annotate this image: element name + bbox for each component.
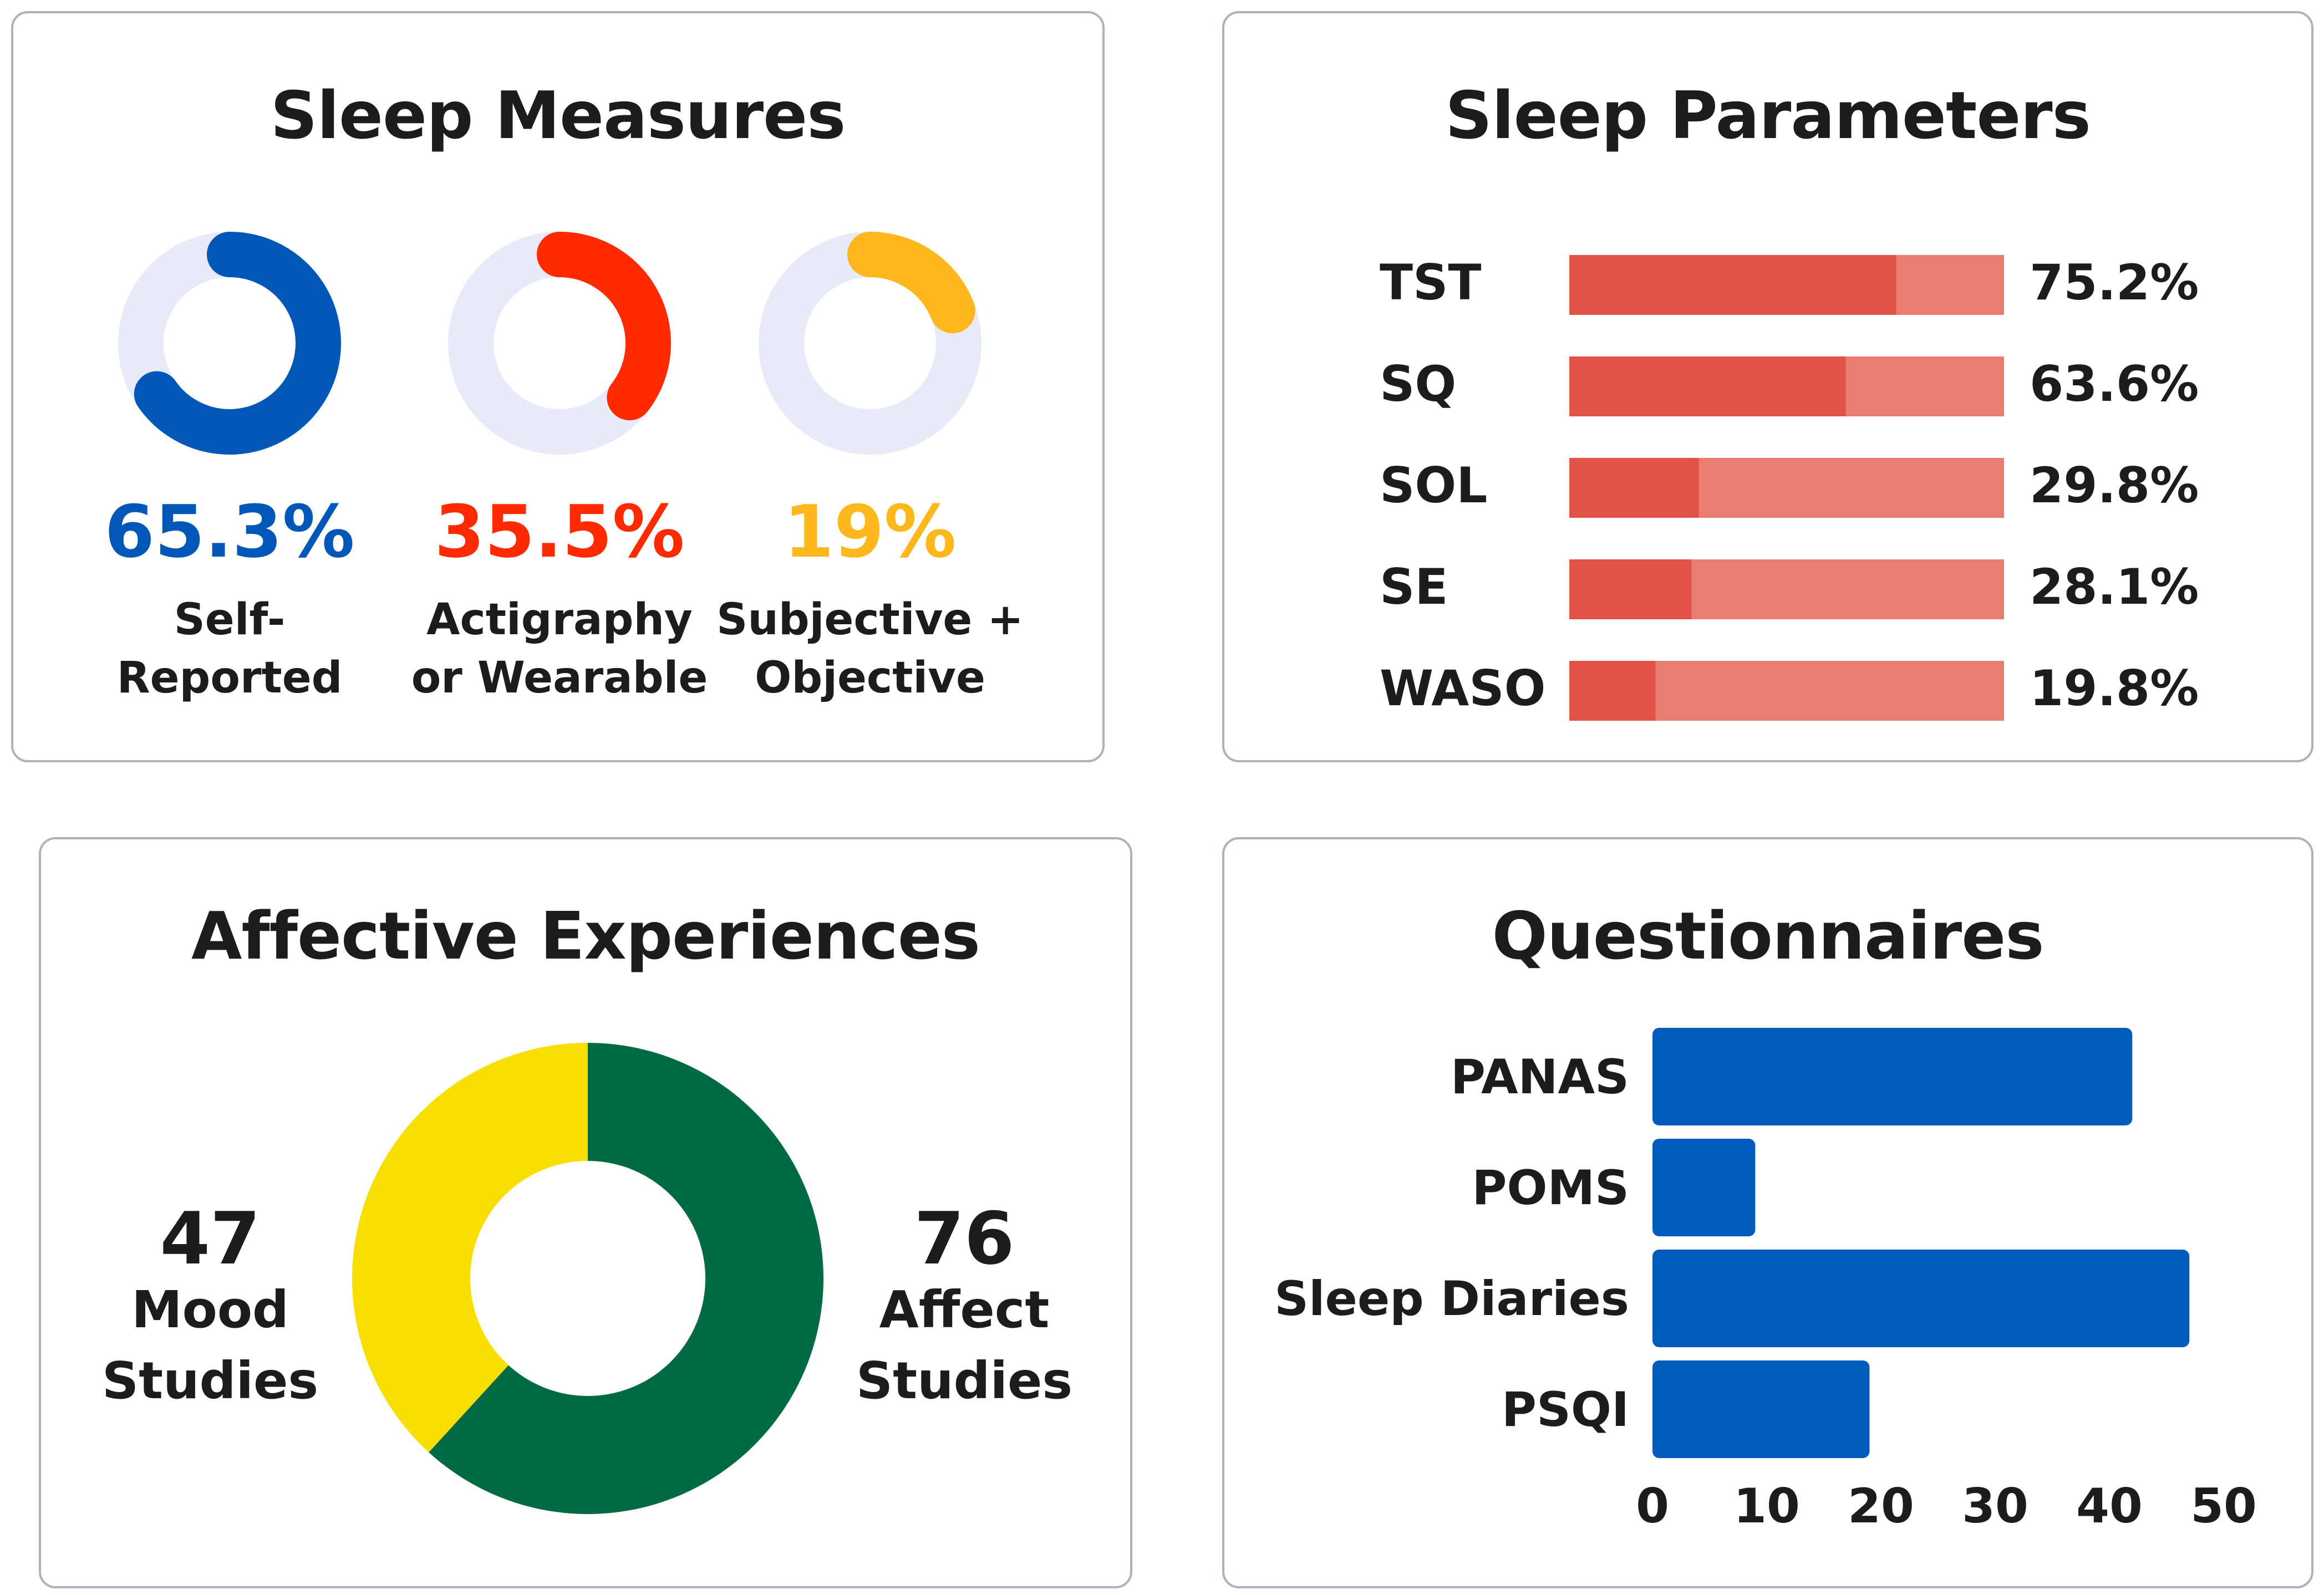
parameter-value-label: 29.8%	[2030, 457, 2199, 514]
x-tick-label: 0	[1636, 1479, 1669, 1534]
donut-slice	[352, 1043, 588, 1453]
donut-category-label: Affect	[879, 1280, 1050, 1339]
ring-value-label: 65.3%	[104, 490, 354, 574]
x-tick-label: 10	[1733, 1479, 1800, 1534]
sleep-measures-panel: Sleep Measures 65.3% Self- Reported 35.5% Ac…	[11, 11, 1105, 762]
questionnaire-bar	[1652, 1028, 2133, 1125]
questionnaire-bar	[1652, 1250, 2190, 1347]
donut-category-label: Mood	[131, 1280, 289, 1339]
parameter-value-label: 19.8%	[2030, 660, 2199, 717]
parameter-bar-fill	[1569, 661, 1656, 721]
x-tick-label: 40	[2076, 1479, 2143, 1534]
x-tick-label: 20	[1848, 1479, 1914, 1534]
questionnaire-label: POMS	[1472, 1160, 1629, 1216]
parameter-label: SOL	[1380, 457, 1487, 514]
questionnaire-bar	[1652, 1360, 1870, 1458]
parameter-bar-fill	[1569, 356, 1846, 416]
ring-category-label: Objective	[755, 653, 985, 703]
questionnaire-label: PANAS	[1451, 1049, 1629, 1105]
ring-progress	[134, 232, 341, 455]
ring-category-label: Self-	[174, 595, 286, 645]
parameter-label: SQ	[1380, 355, 1456, 412]
parameter-label: SE	[1380, 558, 1448, 615]
ring-value-label: 35.5%	[434, 490, 684, 574]
questionnaires-panel: Questionnaires PANAS POMS Sleep Diaries PSQ…	[1222, 837, 2313, 1588]
questionnaire-label: Sleep Diaries	[1274, 1271, 1629, 1327]
ring-value-label: 19%	[784, 490, 956, 574]
ring-progress	[537, 232, 671, 421]
questionnaire-bar	[1652, 1139, 1756, 1236]
ring-category-label: or Wearable	[411, 653, 708, 703]
sleep-measures-chart: 65.3% Self- Reported 35.5% Actigraphy or Wear…	[104, 232, 1024, 703]
parameter-bar-fill	[1569, 255, 1896, 315]
sleep-parameters-panel: Sleep Parameters TST 75.2% SQ 63.6% SOL 29.8%…	[1222, 11, 2313, 762]
sleep-measures-title: Sleep Measures	[270, 77, 846, 154]
parameter-bar-fill	[1569, 559, 1692, 619]
x-tick-label: 30	[1962, 1479, 2028, 1534]
ring-progress	[847, 232, 975, 334]
parameter-value-label: 63.6%	[2030, 355, 2199, 412]
parameter-label: WASO	[1380, 660, 1545, 717]
ring-category-label: Actigraphy	[426, 595, 693, 645]
sleep-parameters-chart: TST 75.2% SQ 63.6% SOL 29.8% SE 28.1% WASO 19.8%	[1380, 254, 2199, 721]
donut-count-label: 76	[914, 1196, 1015, 1281]
donut-category-label: Studies	[102, 1351, 318, 1410]
ring-category-label: Reported	[117, 653, 343, 703]
questionnaires-title: Questionnaires	[1492, 898, 2044, 974]
donut-category-label: Studies	[856, 1351, 1072, 1410]
donut-slice	[429, 1043, 824, 1514]
parameter-bar-fill	[1569, 458, 1699, 518]
ring-category-label: Subjective +	[716, 595, 1024, 645]
affective-experiences-title: Affective Experiences	[191, 898, 980, 974]
questionnaire-label: PSQI	[1502, 1382, 1629, 1438]
affective-experiences-panel: Affective Experiences 76 Affect Studies 47 M…	[39, 837, 1132, 1588]
parameter-label: TST	[1380, 254, 1481, 311]
sleep-parameters-title: Sleep Parameters	[1445, 77, 2091, 154]
parameter-value-label: 28.1%	[2030, 558, 2199, 615]
donut-count-label: 47	[160, 1196, 261, 1281]
parameter-value-label: 75.2%	[2030, 254, 2199, 311]
x-tick-label: 50	[2190, 1479, 2257, 1534]
